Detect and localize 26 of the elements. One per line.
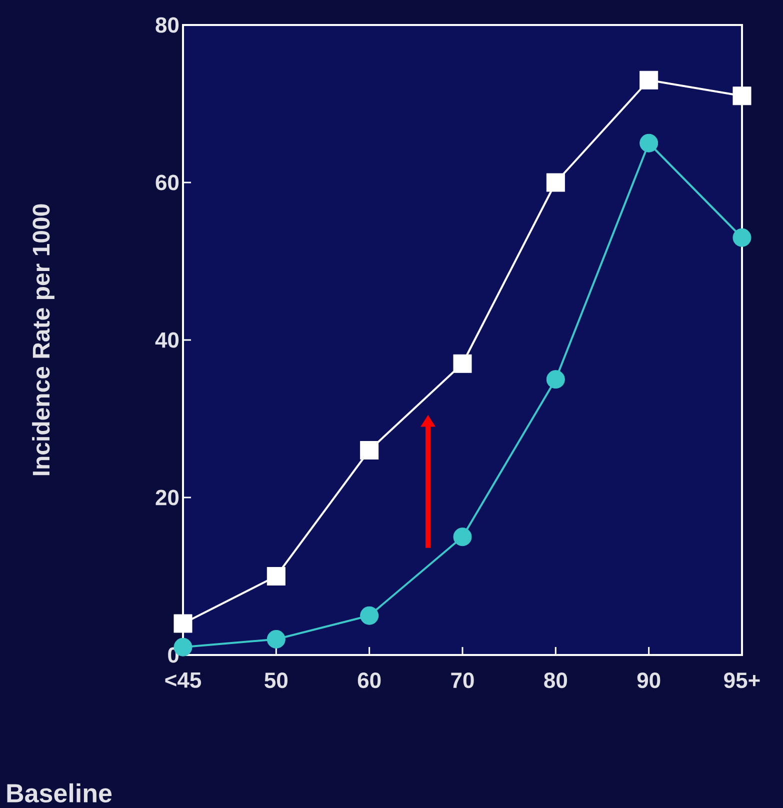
- point: [174, 614, 192, 633]
- point: [360, 440, 379, 460]
- x-axis-title: Baseline: [7, 783, 112, 802]
- x-tick-label: 70: [451, 672, 474, 688]
- point: [453, 354, 472, 373]
- x-tick-label: 80: [544, 672, 567, 688]
- y-axis-title: Incidence Rate per 1000: [32, 204, 54, 476]
- x-tick-label: 90: [637, 672, 660, 688]
- point: [732, 86, 752, 106]
- point: [640, 134, 658, 152]
- point: [453, 528, 472, 546]
- point: [640, 70, 658, 90]
- point: [360, 606, 379, 625]
- point: [546, 370, 565, 389]
- x-tick-label: 60: [358, 672, 381, 688]
- point: [266, 630, 286, 648]
- x-tick-label: <45: [165, 672, 202, 688]
- point: [732, 228, 752, 247]
- y-tick-label: 20: [156, 490, 179, 506]
- point: [266, 566, 286, 586]
- x-tick-label: 95+: [724, 672, 760, 688]
- y-tick-label: 40: [155, 332, 179, 348]
- y-tick-label: 60: [156, 174, 179, 190]
- x-tick-label: 50: [264, 672, 288, 688]
- y-tick-label: 80: [156, 17, 179, 33]
- point: [546, 173, 565, 192]
